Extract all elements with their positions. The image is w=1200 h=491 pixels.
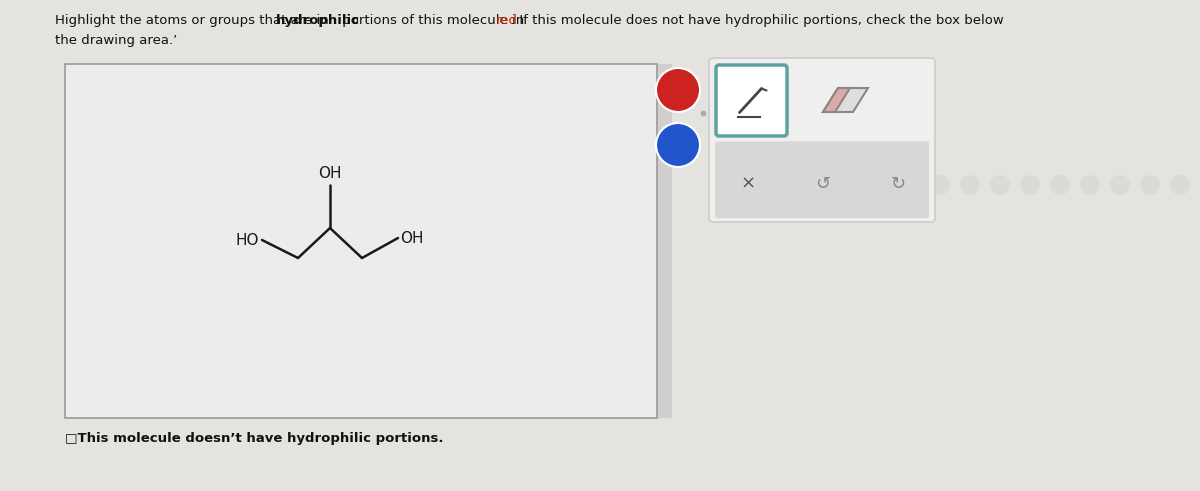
FancyBboxPatch shape — [709, 58, 935, 222]
Text: hydrophilic: hydrophilic — [276, 14, 360, 27]
Circle shape — [1050, 175, 1070, 195]
Text: red: red — [496, 14, 517, 27]
Polygon shape — [823, 88, 850, 112]
Text: □This molecule doesn’t have hydrophilic portions.: □This molecule doesn’t have hydrophilic … — [65, 432, 444, 445]
Text: OH: OH — [318, 166, 342, 181]
Circle shape — [960, 175, 980, 195]
Circle shape — [810, 175, 830, 195]
Text: OH: OH — [400, 230, 424, 246]
Bar — [658, 64, 672, 418]
Text: Highlight the atoms or groups that are in: Highlight the atoms or groups that are i… — [55, 14, 334, 27]
Text: ↺: ↺ — [816, 175, 830, 193]
Circle shape — [1140, 175, 1160, 195]
Text: the drawing area.’: the drawing area.’ — [55, 34, 178, 47]
Circle shape — [870, 175, 890, 195]
Circle shape — [1110, 175, 1130, 195]
Circle shape — [656, 68, 700, 112]
Text: ↻: ↻ — [890, 175, 906, 193]
Circle shape — [930, 175, 950, 195]
Circle shape — [1170, 175, 1190, 195]
Circle shape — [840, 175, 860, 195]
Text: ×: × — [740, 175, 756, 193]
Circle shape — [1020, 175, 1040, 195]
Text: HO: HO — [235, 233, 259, 247]
Text: portions of this molecule in: portions of this molecule in — [338, 14, 529, 27]
Text: . If this molecule does not have hydrophilic portions, check the box below: . If this molecule does not have hydroph… — [511, 14, 1004, 27]
Circle shape — [1080, 175, 1100, 195]
Circle shape — [750, 175, 770, 195]
FancyBboxPatch shape — [715, 142, 929, 218]
Polygon shape — [823, 88, 868, 112]
Circle shape — [990, 175, 1010, 195]
Circle shape — [780, 175, 800, 195]
Circle shape — [656, 123, 700, 167]
FancyBboxPatch shape — [716, 65, 787, 136]
Circle shape — [900, 175, 920, 195]
Bar — [65, 64, 658, 418]
